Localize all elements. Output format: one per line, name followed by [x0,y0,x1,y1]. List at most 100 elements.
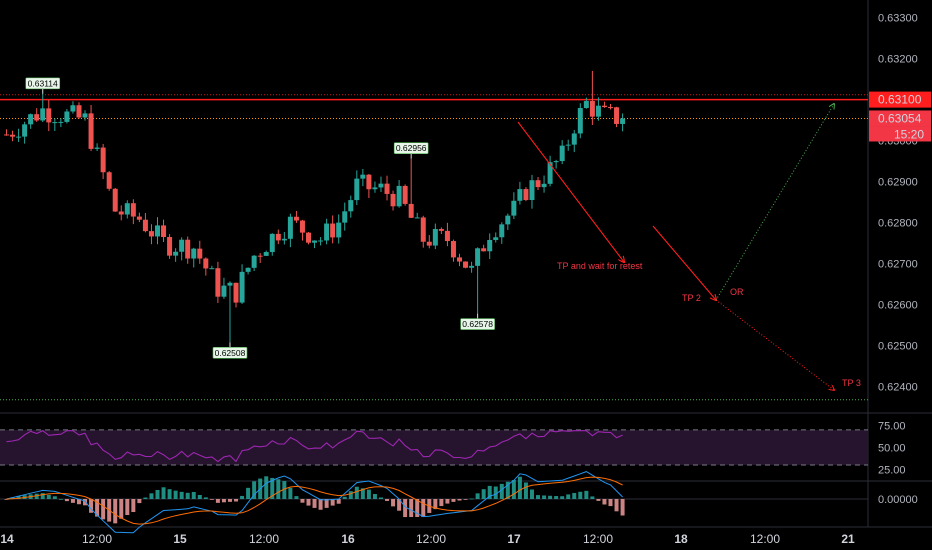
marker-label: 0.63114 [28,78,58,88]
candle [475,247,481,314]
candle [390,190,396,211]
macd-histogram-bar [185,492,190,499]
price-tick-label: 0.62600 [878,300,918,312]
candle-body [432,228,438,246]
candle-body [438,228,444,231]
candle-body [523,189,529,200]
macd-histogram-bar [511,480,516,499]
price-tick-label: 0.63200 [878,54,918,66]
candle-body [4,134,9,136]
macd-histogram-bar [397,499,402,511]
low-marker-2: 0.62578 [460,313,495,330]
time-tick-label: 14 [0,532,14,546]
candle [148,224,154,245]
macd-histogram-bar [391,499,396,507]
candle [227,281,233,343]
time-tick-label: 15 [173,532,187,546]
low-marker-1: 0.62508 [212,342,248,359]
macd-histogram-bar [505,481,510,499]
candle-body [390,193,396,207]
candle-body [469,265,475,268]
macd-histogram-bar [95,499,100,517]
candle [130,199,136,225]
macd-histogram-bar [40,493,45,499]
candle [136,212,142,223]
macd-pane[interactable] [0,471,868,534]
macd-histogram-bar [131,499,136,513]
candle-body [402,185,408,204]
macd-histogram-bar [578,491,583,499]
candle [293,210,299,223]
macd-histogram-bar [209,499,214,500]
candle [505,213,511,231]
rsi-pane[interactable] [0,429,868,466]
candle-body [76,105,82,118]
candle [342,202,348,231]
candle-body [130,203,136,217]
macd-histogram-bar [463,499,468,500]
candle [118,205,124,221]
candle-body [318,240,324,242]
macd-histogram-bar [536,495,541,499]
macd-histogram-bar [590,496,595,499]
candle-body [82,113,88,118]
candle [76,102,82,119]
candle-body [239,271,245,303]
candles[interactable] [4,70,626,343]
candle [161,219,167,243]
macd-histogram-bar [203,497,208,499]
macd-histogram-bar [143,497,148,499]
macd-histogram-bar [83,499,88,506]
candle-body [28,114,34,125]
drawings[interactable]: TP and wait for retest TP 2 OR TP 3 [517,104,861,390]
macd-histogram-bar [197,494,202,499]
macd-histogram-bar [64,499,69,502]
axes[interactable]: 0.633000.632000.630000.629000.628000.627… [0,13,931,546]
macd-histogram-bar [191,491,196,499]
candle [197,240,203,264]
candle-body [215,268,221,297]
macd-histogram-bar [264,476,269,499]
macd-histogram-bar [137,499,142,504]
candle [142,213,148,233]
candle-body [595,105,601,117]
candle-body [396,185,402,207]
candle-body [34,114,40,121]
candle [583,97,589,109]
macd-histogram-bar [517,476,522,499]
candle [287,213,293,248]
candle [299,219,305,241]
candle-body [118,211,124,215]
candle [378,176,384,192]
candle [535,177,541,191]
path-down-to-tp3 [715,299,834,390]
candle-body [348,200,354,212]
macd-histogram-bar [451,499,456,502]
candle [245,267,251,275]
candle-body [263,252,269,256]
candle [384,175,390,201]
candle-body [197,248,203,259]
candle-body [148,231,154,237]
macd-histogram-bar [421,499,426,517]
price-tick-label: 0.62700 [878,259,918,271]
candle [408,158,414,219]
macd-histogram-bar [566,494,571,499]
candle [620,113,626,132]
candle [124,200,130,219]
candle [82,110,88,121]
candle [559,140,565,165]
candle [511,192,517,220]
candle [601,101,607,108]
macd-histogram-bar [354,486,359,499]
time-tick-label: 12:00 [82,532,112,546]
macd-histogram-bar [58,498,63,500]
candle-body [475,248,481,266]
marker-label: 0.62578 [462,319,493,329]
candle-body [167,237,173,256]
candle [463,261,469,269]
macd-histogram-bar [439,499,444,507]
candle [589,70,595,125]
candle [239,264,245,304]
